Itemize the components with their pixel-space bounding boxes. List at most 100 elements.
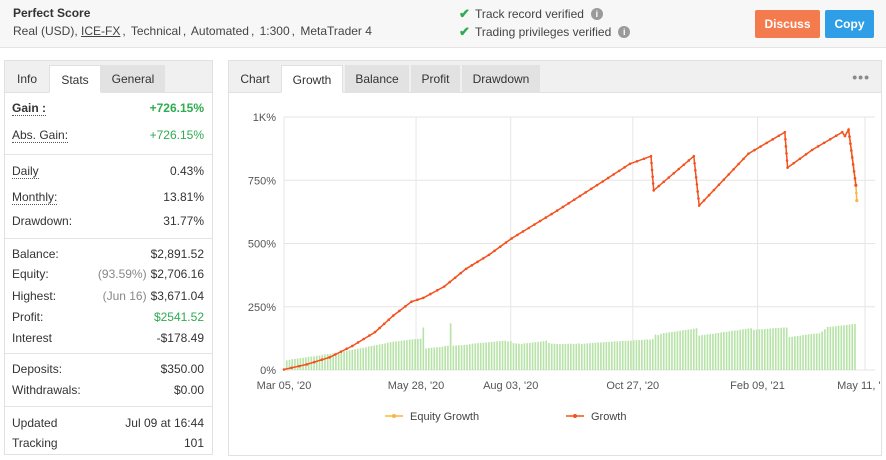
daily-label[interactable]: Daily: [12, 164, 39, 179]
growth-point: [849, 142, 852, 145]
volume-bar: [351, 349, 354, 370]
broker-link[interactable]: ICE-FX: [81, 24, 121, 38]
volume-bar: [597, 342, 599, 370]
tab-info[interactable]: Info: [16, 72, 37, 86]
growth-point: [297, 364, 301, 368]
tab-general[interactable]: General: [101, 65, 165, 93]
volume-bar: [512, 343, 515, 370]
highest-value: $3,671.04: [150, 289, 204, 303]
check-icon: ✔: [459, 6, 470, 21]
volume-bar: [400, 340, 403, 370]
x-tick-label: Mar 05, '20: [257, 380, 312, 392]
volume-bar: [709, 334, 711, 370]
volume-bar: [479, 342, 482, 370]
x-tick-label: Aug 03, '20: [483, 380, 538, 392]
monthly-label[interactable]: Monthly:: [12, 190, 58, 205]
volume-bar: [485, 342, 487, 370]
stat-updated: Updated Jul 09 at 16:44: [12, 416, 204, 436]
stat-equity: Equity: (93.59%) $2,706.16: [12, 267, 204, 287]
volume-bar: [542, 341, 545, 370]
tab-balance[interactable]: Balance: [345, 65, 409, 93]
tab-profit[interactable]: Profit: [411, 65, 460, 93]
volume-bar: [299, 358, 302, 370]
profit-label: Profit:: [12, 310, 44, 324]
volume-bar: [821, 331, 824, 370]
volume-bar: [731, 330, 733, 370]
growth-chart: 0% 250% 500% 750% 1K% Mar 05, '20 May 28, '20 A…: [248, 112, 881, 423]
volume-bar: [570, 343, 572, 370]
volume-bar: [531, 342, 534, 370]
volume-bar: [564, 343, 567, 370]
volume-bar: [430, 347, 433, 370]
volume-bar: [539, 341, 542, 370]
volume-bar: [807, 334, 810, 370]
growth-point: [822, 141, 826, 145]
growth-point: [487, 253, 491, 257]
growth-point: [550, 212, 553, 216]
volume-bar: [813, 333, 815, 370]
y-tick-label: 250%: [248, 302, 276, 314]
growth-point: [345, 347, 348, 351]
divider: [5, 154, 212, 155]
growth-point: [834, 134, 838, 138]
growth-point: [695, 183, 699, 186]
discuss-button[interactable]: Discuss: [755, 10, 820, 38]
copy-button[interactable]: Copy: [825, 10, 874, 38]
volume-bar: [337, 352, 340, 370]
tab-drawdown[interactable]: Drawdown: [462, 65, 540, 93]
interest-value: -$178.49: [156, 331, 204, 345]
growth-point: [792, 161, 796, 165]
growth-point: [595, 183, 599, 187]
volume-bar: [815, 333, 818, 370]
growth-point: [442, 285, 446, 288]
interest-label: Interest: [12, 331, 53, 345]
growth-point: [650, 168, 654, 172]
volume-bar: [474, 343, 477, 370]
volume-bar: [367, 346, 370, 370]
info-icon[interactable]: i: [590, 8, 603, 20]
volume-bar: [742, 329, 744, 370]
volume-bar: [728, 331, 731, 370]
volume-bar: [575, 343, 578, 370]
growth-point: [544, 216, 548, 219]
tab-stats[interactable]: Stats: [49, 65, 101, 93]
growth-point: [628, 162, 632, 166]
more-options-icon[interactable]: •••: [852, 69, 870, 85]
volume-bar: [468, 344, 471, 370]
volume-bar: [559, 344, 561, 370]
growth-point: [662, 180, 666, 184]
y-tick-label: 500%: [248, 239, 276, 251]
growth-point: [777, 134, 781, 138]
volume-bar: [408, 339, 411, 370]
volume-bar: [463, 344, 466, 370]
volume-bar: [854, 323, 856, 370]
volume-bar: [635, 340, 638, 370]
execution-type: Automated: [190, 24, 249, 38]
volume-bar: [649, 339, 651, 370]
volume-bar: [684, 330, 687, 370]
growth-point: [828, 137, 832, 141]
growth-point: [727, 173, 731, 176]
volume-bar: [346, 350, 348, 370]
volume-bar: [600, 342, 602, 370]
info-icon[interactable]: i: [618, 26, 631, 38]
monthly-value: 13.81%: [163, 190, 204, 204]
growth-point: [448, 280, 452, 284]
volume-bar: [624, 340, 627, 370]
volume-bar: [848, 324, 851, 370]
divider: [5, 238, 212, 239]
growth-point: [481, 257, 485, 260]
leverage: 1:300: [259, 24, 290, 38]
growth-point: [521, 230, 525, 233]
growth-point: [732, 167, 735, 171]
tab-growth[interactable]: Growth: [281, 65, 343, 93]
legend-label-equity: Equity Growth: [410, 411, 479, 423]
tab-chart[interactable]: Chart: [240, 72, 270, 86]
gain-label[interactable]: Gain :: [12, 101, 47, 116]
volume-bar: [641, 339, 643, 370]
volume-bar: [537, 341, 539, 370]
volume-bar: [818, 333, 821, 370]
volume-bar: [493, 341, 496, 370]
volume-bar: [589, 343, 591, 370]
abs-gain-label[interactable]: Abs. Gain:: [12, 128, 69, 143]
